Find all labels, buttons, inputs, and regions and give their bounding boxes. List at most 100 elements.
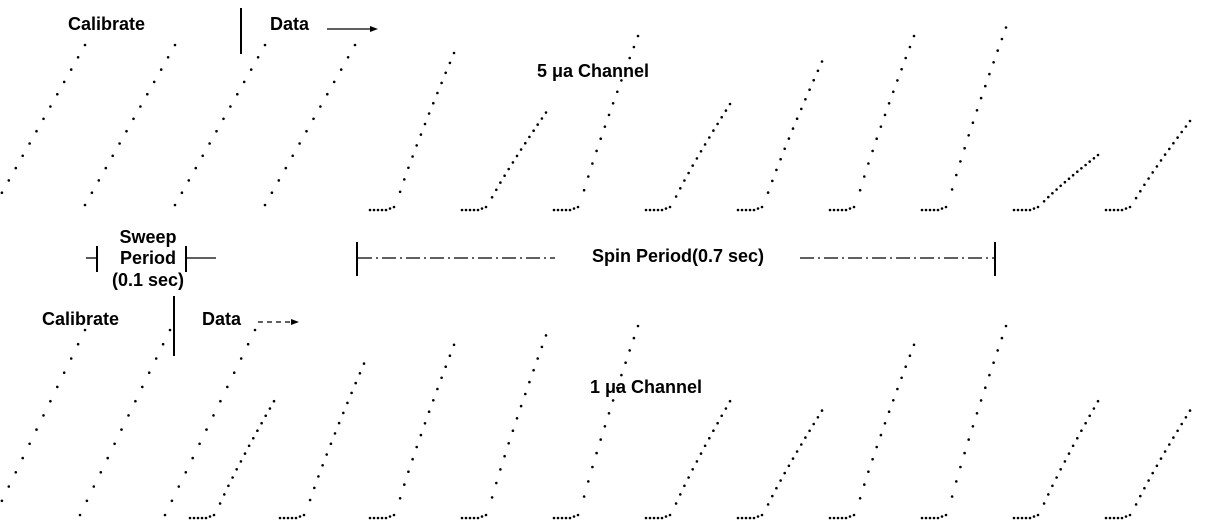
trace-dot [880,125,883,128]
trace-dot [708,136,711,139]
trace-dot [118,142,121,145]
trace-dot [248,445,251,448]
trace-dot [42,118,45,121]
trace-dot [491,496,494,499]
trace-dot [967,134,970,137]
trace-dot [287,517,290,520]
trace-dot [524,142,527,145]
trace-dot [35,130,38,133]
trace-dot [1033,515,1036,518]
trace-dot [683,179,686,182]
trace-dot [485,514,488,517]
trace-dot [817,416,820,419]
trace-dot [243,81,246,84]
trace-dot [120,428,123,431]
trace-dot [853,206,856,209]
trace-dot [771,495,774,498]
trace-dot [432,399,435,402]
trace-dot [193,517,196,520]
trace-dot [1093,157,1096,160]
trace-dot [273,400,276,403]
trace-dot [285,167,288,170]
trace-dot [264,204,267,207]
trace-dot [35,428,38,431]
trace-dot [63,371,66,374]
trace-dot [833,209,836,212]
trace-dot [945,206,948,209]
trace-dot [1113,209,1116,212]
trace-dot [888,102,891,105]
trace-dot [821,60,824,63]
data-label: Data [202,309,242,329]
trace-dot [21,457,24,460]
trace-dot [113,443,116,446]
trace-dot [84,44,87,47]
trace-dot [219,502,222,505]
trace-dot [657,517,660,520]
trace-dot [1139,495,1142,498]
trace-dot [1025,517,1028,520]
trace-dot [528,381,531,384]
trace-dot [84,329,87,332]
trace-dot [49,400,52,403]
trace-dot [716,422,719,425]
trace-dot [453,52,456,55]
trace-dot [863,483,866,486]
trace-dot [645,209,648,212]
trace-dot [411,458,414,461]
trace-dot [561,209,564,212]
trace-dot [231,476,234,479]
trace-dot [896,388,899,391]
trace-dot [465,209,468,212]
trace-dot [205,517,208,520]
trace-dot [687,172,690,175]
trace-dot [209,515,212,518]
trace-dot [77,56,80,59]
trace-dot [373,209,376,212]
trace-dot [240,460,243,463]
trace-dot [761,514,764,517]
arrow-head [291,319,299,325]
trace-dot [303,514,306,517]
trace-dot [959,160,962,163]
trace-dot [853,514,856,517]
trace-dot [679,187,682,190]
trace-dot [1125,207,1128,210]
trace-dot [649,209,652,212]
trace-dot [146,93,149,96]
trace-dot [1185,125,1188,128]
trace-dot [407,470,410,473]
trace-dot [278,179,281,182]
trace-dot [753,517,756,520]
trace-dot [235,468,238,471]
trace-dot [279,517,282,520]
trace-dot [925,209,928,212]
trace-dot [1093,407,1096,410]
trace-dot [436,388,439,391]
trace-dot [1097,154,1100,157]
trace-dot [354,44,357,47]
trace-dot [298,142,301,145]
sweep-label: (0.1 sec) [112,270,184,290]
trace-dot [737,209,740,212]
trace-dot [720,415,723,418]
trace-dot [653,209,656,212]
trace-dot [399,497,402,500]
trace-dot [208,142,211,145]
trace-dot [700,150,703,153]
trace-dot [829,209,832,212]
trace-dot [779,479,782,482]
trace-dot [317,475,320,478]
trace-dot [1121,209,1124,212]
trace-dot [342,412,345,415]
trace-dot [1147,177,1150,180]
trace-dot [1189,409,1192,412]
trace-dot [125,130,128,133]
trace-dot [1055,188,1058,191]
trace-dot [941,515,944,518]
trace-dot [415,144,418,147]
trace-dot [783,472,786,475]
trace-dot [247,343,250,346]
trace-dot [1064,460,1067,463]
trace-dot [338,422,341,425]
